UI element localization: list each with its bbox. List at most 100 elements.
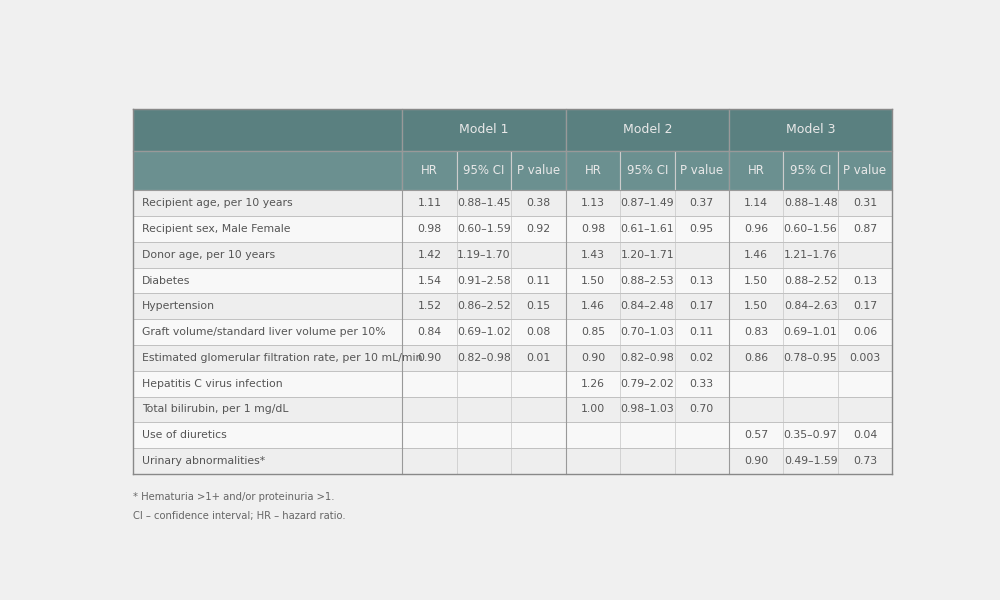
Bar (838, 242, 892, 268)
Text: 1.21–1.76: 1.21–1.76 (784, 250, 837, 260)
Text: 1.52: 1.52 (418, 301, 442, 311)
Text: 0.11: 0.11 (690, 327, 714, 337)
Bar (457, 216, 511, 242)
Bar (402, 319, 457, 345)
Bar (675, 190, 729, 216)
Text: P value: P value (517, 164, 560, 177)
Text: 0.73: 0.73 (853, 456, 877, 466)
Text: Model 1: Model 1 (459, 124, 509, 136)
Bar (838, 151, 892, 190)
Bar (402, 345, 457, 371)
Text: 0.38: 0.38 (526, 198, 551, 208)
Text: 0.98: 0.98 (418, 224, 442, 234)
Bar (838, 345, 892, 371)
Bar (838, 216, 892, 242)
Bar (838, 293, 892, 319)
Bar (783, 397, 838, 422)
Bar (729, 397, 783, 422)
Text: 1.19–1.70: 1.19–1.70 (457, 250, 511, 260)
Bar (133, 319, 402, 345)
Bar (402, 242, 457, 268)
Bar (457, 371, 511, 397)
Bar (402, 216, 457, 242)
Text: 0.37: 0.37 (690, 198, 714, 208)
Bar (620, 345, 675, 371)
Text: 0.96: 0.96 (744, 224, 768, 234)
Bar (729, 242, 783, 268)
Bar (511, 190, 566, 216)
Bar (457, 422, 511, 448)
Text: 0.86: 0.86 (744, 353, 768, 363)
Text: 0.87–1.49: 0.87–1.49 (620, 198, 674, 208)
Text: * Hematuria >1+ and/or proteinuria >1.: * Hematuria >1+ and/or proteinuria >1. (133, 493, 334, 502)
Text: 0.70–1.03: 0.70–1.03 (620, 327, 674, 337)
Text: 0.06: 0.06 (853, 327, 877, 337)
Text: 0.69–1.02: 0.69–1.02 (457, 327, 511, 337)
Bar (511, 371, 566, 397)
Text: 0.87: 0.87 (853, 224, 877, 234)
Text: 0.79–2.02: 0.79–2.02 (620, 379, 674, 389)
Text: Hepatitis C virus infection: Hepatitis C virus infection (142, 379, 283, 389)
Text: 0.31: 0.31 (853, 198, 877, 208)
Text: 0.86–2.52: 0.86–2.52 (457, 301, 511, 311)
Text: 0.11: 0.11 (526, 275, 551, 286)
Bar (566, 242, 620, 268)
Bar (783, 345, 838, 371)
Bar (511, 319, 566, 345)
Bar (783, 448, 838, 474)
Bar (620, 216, 675, 242)
Text: 1.50: 1.50 (744, 301, 768, 311)
Bar (133, 268, 402, 293)
Text: HR: HR (584, 164, 601, 177)
Text: P value: P value (843, 164, 887, 177)
Text: 0.35–0.97: 0.35–0.97 (784, 430, 837, 440)
Bar (457, 268, 511, 293)
Bar (402, 397, 457, 422)
Bar (729, 109, 892, 151)
Bar (620, 190, 675, 216)
Bar (566, 109, 729, 151)
Bar (566, 397, 620, 422)
Bar (133, 109, 402, 151)
Bar (783, 319, 838, 345)
Text: 0.91–2.58: 0.91–2.58 (457, 275, 511, 286)
Text: 1.50: 1.50 (581, 275, 605, 286)
Text: 0.33: 0.33 (690, 379, 714, 389)
Text: 0.04: 0.04 (853, 430, 877, 440)
Text: 1.50: 1.50 (744, 275, 768, 286)
Bar (783, 242, 838, 268)
Text: 0.85: 0.85 (581, 327, 605, 337)
Bar (838, 190, 892, 216)
Bar (133, 190, 402, 216)
Bar (402, 371, 457, 397)
Bar (620, 268, 675, 293)
Bar (838, 319, 892, 345)
Bar (566, 371, 620, 397)
Text: 0.02: 0.02 (690, 353, 714, 363)
Text: Graft volume/standard liver volume per 10%: Graft volume/standard liver volume per 1… (142, 327, 386, 337)
Bar (457, 319, 511, 345)
Text: 1.14: 1.14 (744, 198, 768, 208)
Bar (566, 216, 620, 242)
Bar (402, 448, 457, 474)
Bar (675, 397, 729, 422)
Bar (620, 448, 675, 474)
Text: 0.08: 0.08 (526, 327, 551, 337)
Text: 1.43: 1.43 (581, 250, 605, 260)
Text: CI – confidence interval; HR – hazard ratio.: CI – confidence interval; HR – hazard ra… (133, 511, 345, 521)
Text: 1.46: 1.46 (744, 250, 768, 260)
Text: 1.42: 1.42 (418, 250, 442, 260)
Text: 0.90: 0.90 (417, 353, 442, 363)
Bar (566, 448, 620, 474)
Text: 1.11: 1.11 (418, 198, 442, 208)
Text: HR: HR (748, 164, 765, 177)
Bar (133, 345, 402, 371)
Bar (133, 151, 402, 190)
Bar (511, 242, 566, 268)
Text: 0.82–0.98: 0.82–0.98 (457, 353, 511, 363)
Text: 0.69–1.01: 0.69–1.01 (784, 327, 837, 337)
Text: 0.13: 0.13 (690, 275, 714, 286)
Bar (457, 151, 511, 190)
Bar (838, 268, 892, 293)
Text: 1.46: 1.46 (581, 301, 605, 311)
